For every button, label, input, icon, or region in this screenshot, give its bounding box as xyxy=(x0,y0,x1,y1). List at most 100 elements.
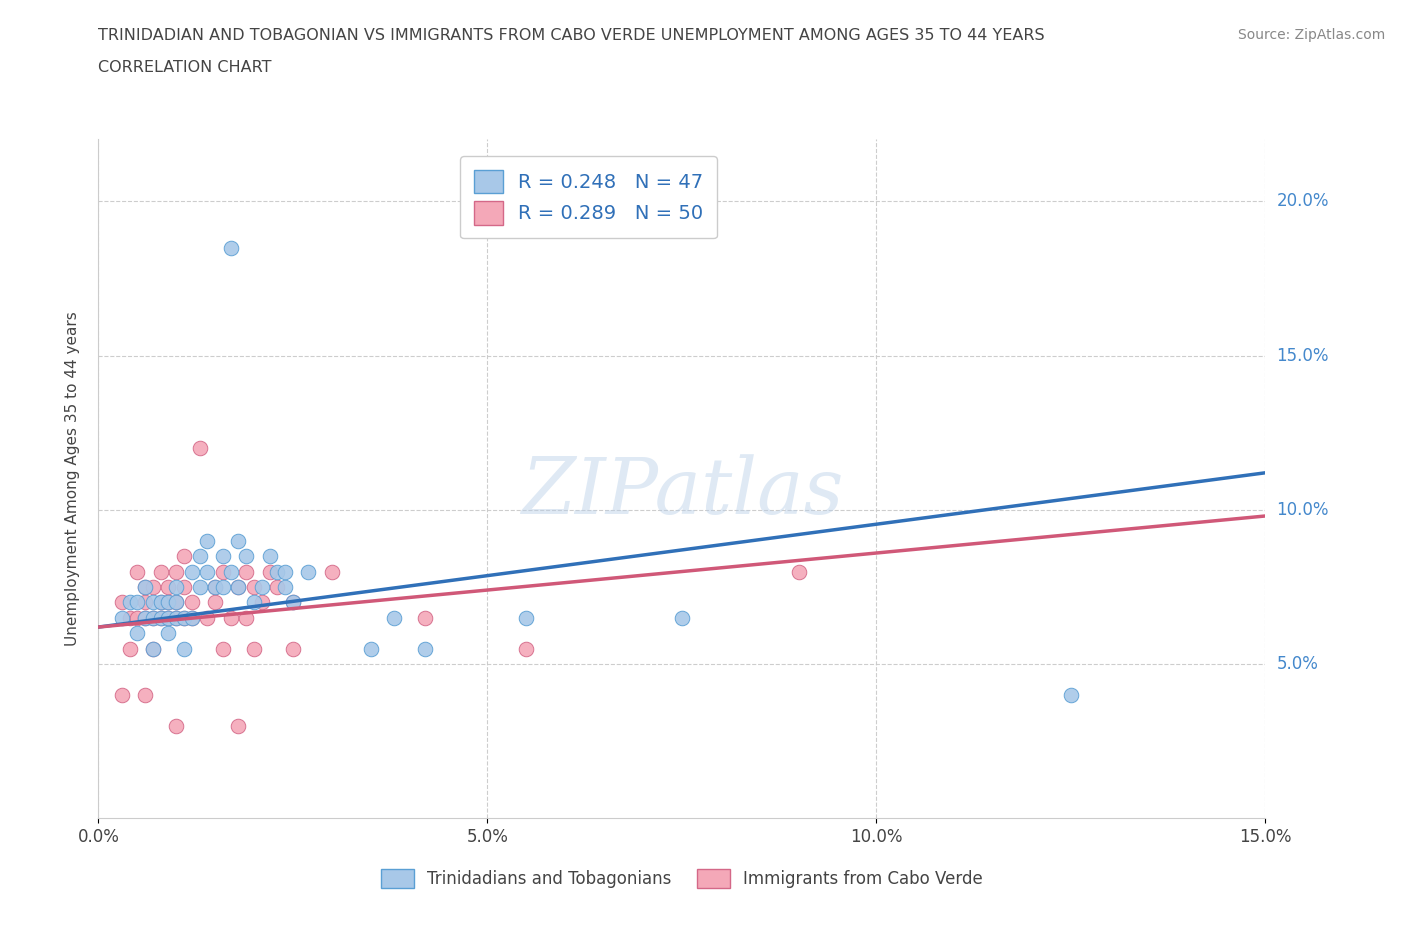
Point xyxy=(118,595,141,610)
Point xyxy=(195,533,218,548)
Point xyxy=(165,579,187,594)
Point xyxy=(219,610,242,625)
Point xyxy=(173,610,195,625)
Point xyxy=(212,565,235,579)
Text: ZIPatlas: ZIPatlas xyxy=(520,455,844,531)
Point xyxy=(165,610,187,625)
Point xyxy=(250,579,273,594)
Point xyxy=(228,718,250,733)
Point xyxy=(219,565,242,579)
Point xyxy=(111,610,134,625)
Point xyxy=(134,610,156,625)
Point xyxy=(787,565,810,579)
Point xyxy=(413,642,436,657)
Point xyxy=(180,610,202,625)
Point xyxy=(188,579,211,594)
Point xyxy=(157,610,180,625)
Point xyxy=(118,610,141,625)
Point xyxy=(142,642,165,657)
Point xyxy=(165,595,187,610)
Text: TRINIDADIAN AND TOBAGONIAN VS IMMIGRANTS FROM CABO VERDE UNEMPLOYMENT AMONG AGES: TRINIDADIAN AND TOBAGONIAN VS IMMIGRANTS… xyxy=(98,28,1045,43)
Point xyxy=(274,565,297,579)
Point xyxy=(321,565,343,579)
Point xyxy=(382,610,405,625)
Point xyxy=(165,595,187,610)
Point xyxy=(243,595,266,610)
Point xyxy=(165,565,187,579)
Point xyxy=(142,642,165,657)
Text: CORRELATION CHART: CORRELATION CHART xyxy=(98,60,271,75)
Point xyxy=(173,610,195,625)
Point xyxy=(180,610,202,625)
Point xyxy=(134,595,156,610)
Point xyxy=(111,595,134,610)
Point xyxy=(250,595,273,610)
Point xyxy=(127,565,149,579)
Point xyxy=(281,595,304,610)
Text: 10.0%: 10.0% xyxy=(1277,501,1329,519)
Point xyxy=(212,579,235,594)
Point xyxy=(127,610,149,625)
Point xyxy=(118,642,141,657)
Point xyxy=(228,579,250,594)
Point xyxy=(149,565,172,579)
Text: 5.0%: 5.0% xyxy=(1277,655,1319,673)
Point xyxy=(413,610,436,625)
Point xyxy=(180,565,202,579)
Point xyxy=(212,642,235,657)
Point xyxy=(149,595,172,610)
Y-axis label: Unemployment Among Ages 35 to 44 years: Unemployment Among Ages 35 to 44 years xyxy=(65,312,80,646)
Point xyxy=(142,579,165,594)
Point xyxy=(228,579,250,594)
Point xyxy=(195,610,218,625)
Point xyxy=(297,565,319,579)
Point xyxy=(228,533,250,548)
Point xyxy=(195,565,218,579)
Point xyxy=(142,595,165,610)
Point xyxy=(188,441,211,456)
Legend: Trinidadians and Tobagonians, Immigrants from Cabo Verde: Trinidadians and Tobagonians, Immigrants… xyxy=(371,859,993,898)
Point xyxy=(157,595,180,610)
Point xyxy=(127,595,149,610)
Point xyxy=(142,610,165,625)
Point xyxy=(149,610,172,625)
Point xyxy=(360,642,382,657)
Text: Source: ZipAtlas.com: Source: ZipAtlas.com xyxy=(1237,28,1385,42)
Point xyxy=(165,610,187,625)
Point xyxy=(204,595,226,610)
Point xyxy=(266,579,288,594)
Point xyxy=(204,579,226,594)
Point xyxy=(1060,687,1083,702)
Point xyxy=(235,549,257,564)
Point xyxy=(180,595,202,610)
Point xyxy=(157,595,180,610)
Point xyxy=(173,642,195,657)
Point xyxy=(274,579,297,594)
Point xyxy=(134,579,156,594)
Point xyxy=(266,565,288,579)
Point xyxy=(134,687,156,702)
Point xyxy=(165,718,187,733)
Point xyxy=(515,610,537,625)
Point xyxy=(173,579,195,594)
Text: 20.0%: 20.0% xyxy=(1277,193,1329,210)
Point xyxy=(259,565,281,579)
Point xyxy=(134,579,156,594)
Point xyxy=(212,549,235,564)
Point xyxy=(243,642,266,657)
Point xyxy=(127,626,149,641)
Point xyxy=(671,610,693,625)
Point xyxy=(173,549,195,564)
Point xyxy=(259,549,281,564)
Text: 15.0%: 15.0% xyxy=(1277,347,1329,365)
Point xyxy=(219,240,242,255)
Point xyxy=(142,610,165,625)
Point xyxy=(243,579,266,594)
Point xyxy=(281,642,304,657)
Point xyxy=(515,642,537,657)
Point xyxy=(149,595,172,610)
Point xyxy=(188,549,211,564)
Point xyxy=(134,610,156,625)
Point xyxy=(157,610,180,625)
Point xyxy=(281,595,304,610)
